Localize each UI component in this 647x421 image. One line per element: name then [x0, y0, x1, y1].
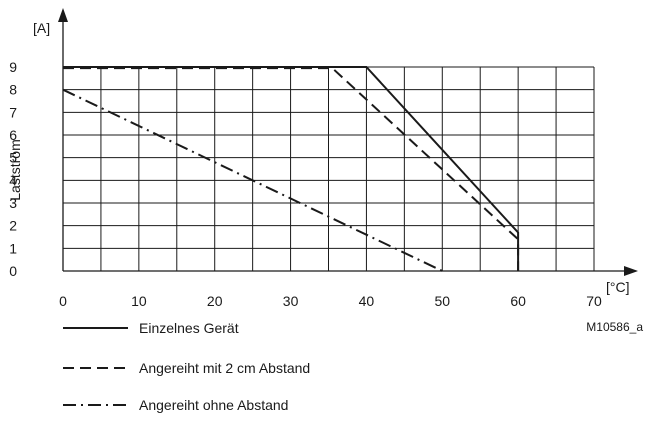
y-tick-label: 3	[9, 195, 17, 211]
tick-labels: 0 1 2 3 4 5 6 7 8 9 0 10 20 30 40 50 60 70	[9, 59, 602, 309]
legend: Einzelnes Gerät Angereiht mit 2 cm Abstan…	[63, 320, 310, 413]
y-tick-label: 1	[9, 240, 17, 256]
y-axis-arrowhead	[58, 8, 68, 22]
y-tick-label: 2	[9, 218, 17, 234]
y-tick-label: 7	[9, 104, 17, 120]
x-tick-label: 40	[359, 293, 375, 309]
series-line-dashed	[63, 67, 520, 271]
plot-grid	[62, 66, 595, 272]
x-tick-label: 20	[207, 293, 223, 309]
x-tick-label: 0	[59, 293, 67, 309]
y-axis-title: Laststrom	[7, 139, 23, 200]
y-tick-label: 5	[9, 150, 17, 166]
x-tick-label: 70	[586, 293, 602, 309]
y-tick-label: 9	[9, 59, 17, 75]
y-tick-label: 6	[9, 127, 17, 143]
x-tick-label: 60	[510, 293, 526, 309]
x-tick-label: 30	[283, 293, 299, 309]
series-lines	[62, 66, 520, 272]
x-tick-label: 10	[131, 293, 147, 309]
y-unit-label: [A]	[33, 20, 50, 36]
axes	[58, 8, 638, 276]
x-unit-label: [°C]	[606, 279, 630, 295]
y-tick-label: 0	[9, 263, 17, 279]
legend-label: Einzelnes Gerät	[139, 320, 239, 336]
reference-code: M10586_a	[586, 320, 643, 334]
x-tick-label: 50	[434, 293, 450, 309]
x-axis-arrowhead	[624, 266, 638, 276]
y-tick-label: 8	[9, 82, 17, 98]
legend-label: Angereiht mit 2 cm Abstand	[139, 360, 310, 376]
legend-label: Angereiht ohne Abstand	[139, 397, 288, 413]
series-line-dashdot	[62, 88, 443, 272]
y-tick-label: 4	[9, 172, 17, 188]
